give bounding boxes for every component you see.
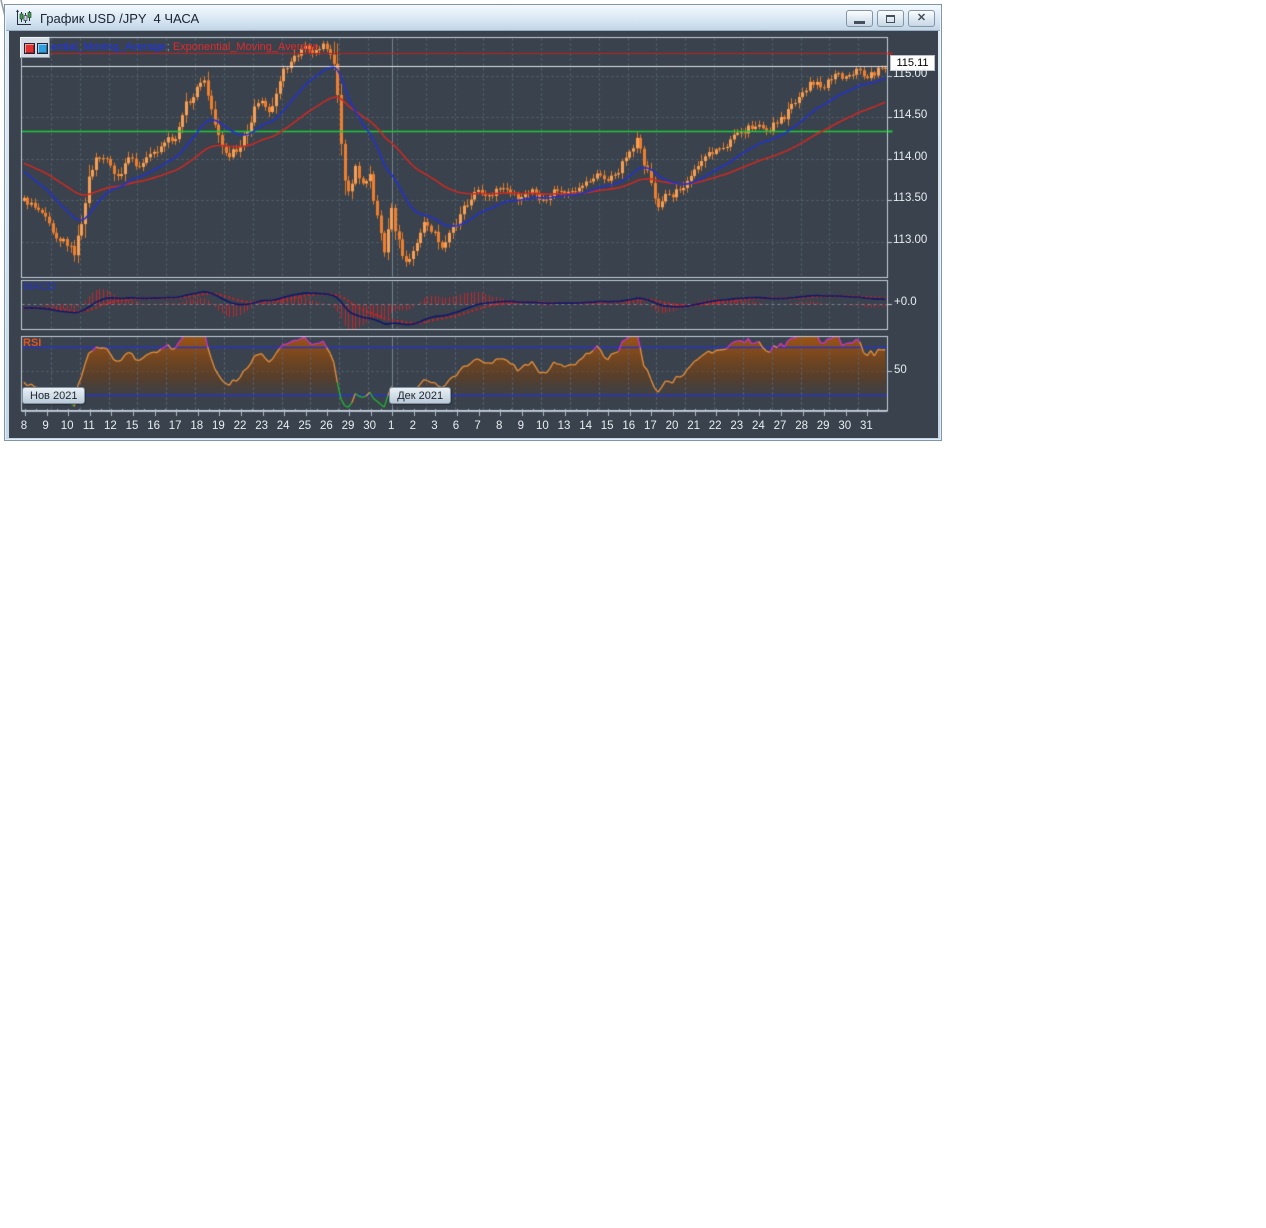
restore-button[interactable] [877,10,904,27]
restore-icon [886,14,895,23]
window-title: График USD /JPY 4 ЧАСА [40,10,200,26]
chart-client-area [9,31,938,438]
minimize-icon [854,20,865,24]
window-titlebar[interactable]: График USD /JPY 4 ЧАСА ✕ [6,6,940,31]
indicator-buttons-panel [20,37,50,58]
close-icon: ✕ [916,12,927,24]
indicator-toggle-blue-button[interactable] [37,43,48,54]
window-controls: ✕ [846,10,935,27]
indicator-toggle-red-button[interactable] [24,43,35,54]
price-chart-canvas[interactable] [9,31,938,438]
chart-window: График USD /JPY 4 ЧАСА ✕ [4,4,942,441]
minimize-button[interactable] [846,10,873,27]
candlestick-chart-icon [15,9,33,27]
close-button[interactable]: ✕ [908,10,935,27]
